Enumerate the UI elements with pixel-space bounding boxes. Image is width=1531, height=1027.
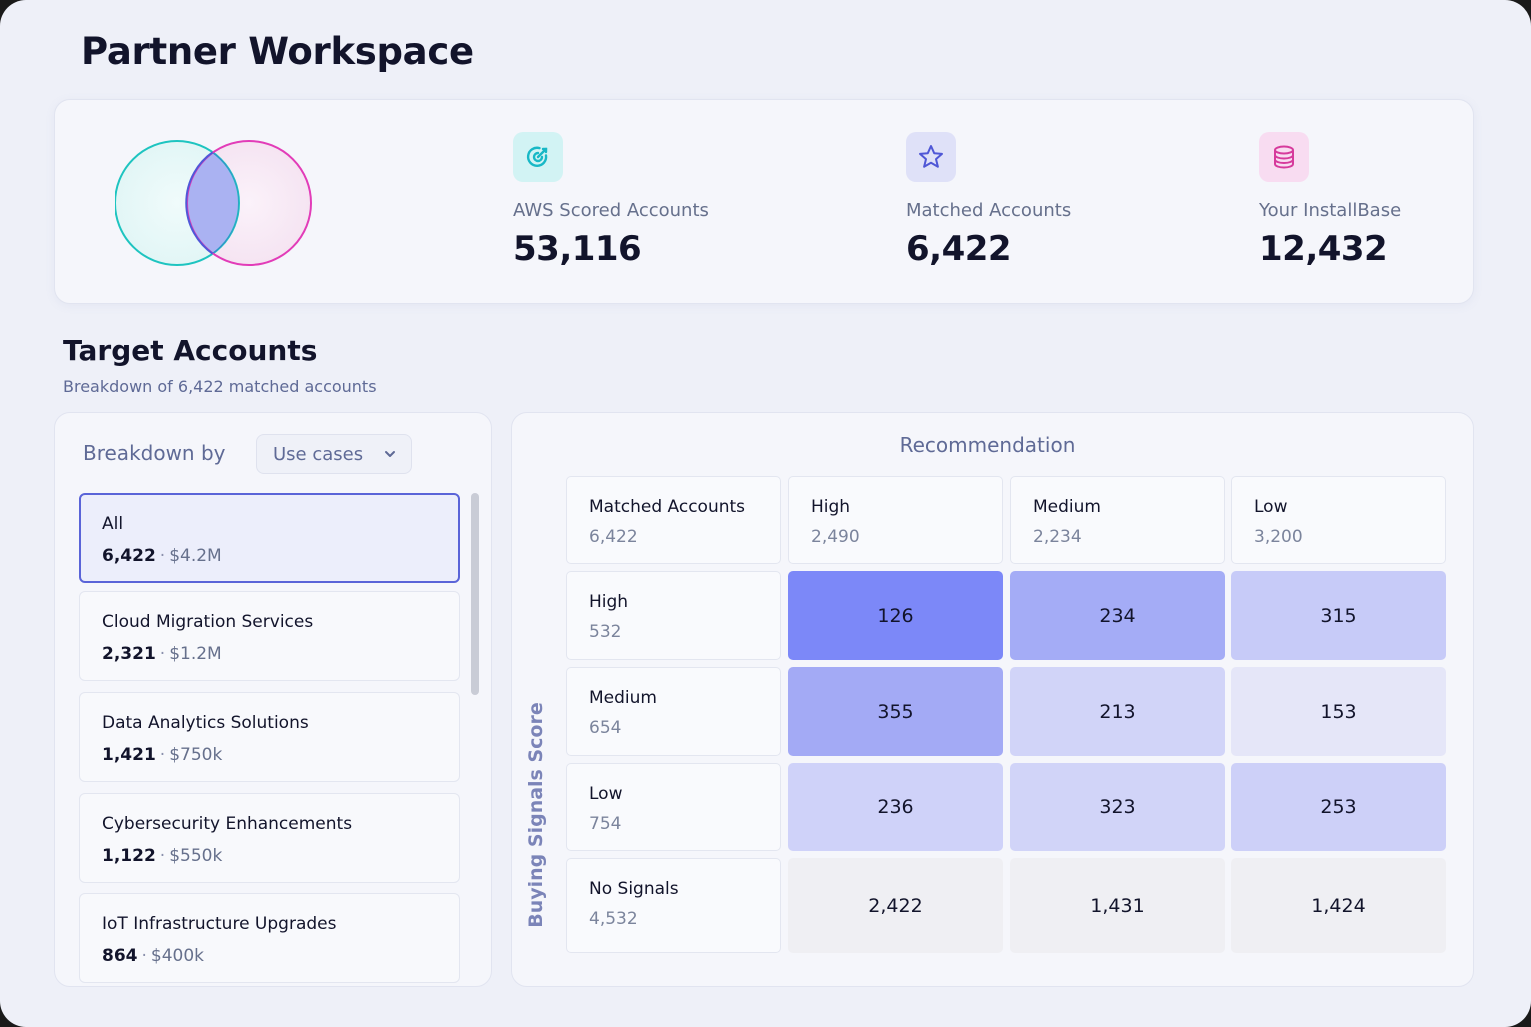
item-stats: 2,321 · $1.2M — [102, 644, 459, 664]
matrix-cell[interactable]: 355 — [788, 667, 1003, 756]
item-stats: 1,122 · $550k — [102, 846, 459, 866]
row-value: 4,532 — [589, 909, 638, 929]
column-header-low: Low 3,200 — [1231, 476, 1446, 564]
section-title: Target Accounts — [63, 334, 318, 367]
item-value: $1.2M — [169, 644, 222, 664]
recommendation-axis-label: Recommendation — [899, 433, 1076, 457]
column-value: 2,490 — [811, 527, 860, 547]
row-title: Medium — [589, 688, 657, 708]
corner-value: 6,422 — [589, 527, 638, 547]
column-header-medium: Medium 2,234 — [1010, 476, 1225, 564]
corner-title: Matched Accounts — [589, 497, 746, 517]
summary-card: AWS Scored Accounts 53,116 Matched Accou… — [54, 99, 1474, 304]
recommendation-matrix-panel: Recommendation Buying Signals Score Matc… — [511, 412, 1474, 987]
breakdown-label: Breakdown by — [83, 441, 226, 465]
item-count: 1,421 — [102, 745, 156, 765]
item-value: $4.2M — [169, 546, 222, 566]
list-item-iot-infrastructure[interactable]: IoT Infrastructure Upgrades 864 · $400k — [79, 893, 460, 983]
scrollbar-thumb[interactable] — [471, 493, 479, 695]
metric-aws-scored: AWS Scored Accounts 53,116 — [513, 132, 709, 269]
item-value: $750k — [169, 745, 223, 765]
item-stats: 6,422 · $4.2M — [102, 546, 458, 566]
item-name: All — [102, 514, 124, 534]
breakdown-dropdown[interactable]: Use cases — [256, 434, 412, 474]
column-value: 2,234 — [1033, 527, 1082, 547]
item-name: Data Analytics Solutions — [102, 713, 309, 733]
row-title: High — [589, 592, 629, 612]
item-value: $400k — [150, 946, 205, 966]
buying-signals-axis-label: Buying Signals Score — [525, 702, 547, 928]
item-count: 6,422 — [102, 546, 156, 566]
row-title: No Signals — [589, 879, 679, 899]
matrix-cell[interactable]: 126 — [788, 571, 1003, 660]
matrix-cell[interactable]: 213 — [1010, 667, 1225, 756]
row-value: 654 — [589, 718, 622, 738]
item-name: IoT Infrastructure Upgrades — [102, 914, 337, 934]
metric-label: Matched Accounts — [906, 200, 1072, 221]
item-value: $550k — [169, 846, 223, 866]
row-title: Low — [589, 784, 623, 804]
matrix-cell[interactable]: 234 — [1010, 571, 1225, 660]
column-title: High — [811, 497, 851, 517]
matrix-corner-cell: Matched Accounts 6,422 — [566, 476, 781, 564]
list-item-data-analytics[interactable]: Data Analytics Solutions 1,421 · $750k — [79, 692, 460, 782]
column-header-high: High 2,490 — [788, 476, 1003, 564]
row-header-low: Low 754 — [566, 763, 781, 851]
item-separator: · — [141, 946, 147, 966]
row-header-medium: Medium 654 — [566, 667, 781, 756]
matrix-cell[interactable]: 323 — [1010, 763, 1225, 851]
chevron-down-icon — [385, 451, 395, 457]
metric-label: AWS Scored Accounts — [513, 200, 709, 221]
list-item-cloud-migration[interactable]: Cloud Migration Services 2,321 · $1.2M — [79, 591, 460, 681]
list-scrollbar[interactable] — [469, 493, 479, 983]
column-title: Low — [1254, 497, 1288, 517]
item-name: Cloud Migration Services — [102, 612, 314, 632]
matrix-cell[interactable]: 253 — [1231, 763, 1446, 851]
matrix-cell[interactable]: 1,424 — [1231, 858, 1446, 953]
item-stats: 1,421 · $750k — [102, 745, 459, 765]
page-title: Partner Workspace — [81, 30, 474, 73]
target-icon — [513, 132, 563, 182]
metric-value: 12,432 — [1259, 229, 1388, 269]
row-value: 754 — [589, 814, 622, 834]
database-icon — [1259, 132, 1309, 182]
item-separator: · — [159, 745, 166, 765]
star-icon — [906, 132, 956, 182]
dropdown-value: Use cases — [273, 443, 364, 465]
metric-label: Your InstallBase — [1259, 200, 1402, 221]
use-case-list: All 6,422 · $4.2M Cloud Migration Services… — [79, 493, 461, 986]
row-value: 532 — [589, 622, 622, 642]
list-item-cybersecurity[interactable]: Cybersecurity Enhancements 1,122 · $550k — [79, 793, 460, 883]
metric-matched-accounts: Matched Accounts 6,422 — [906, 132, 1071, 269]
venn-diagram-icon — [115, 140, 312, 266]
metric-value: 53,116 — [513, 229, 642, 269]
row-header-high: High 532 — [566, 571, 781, 660]
matrix-cell[interactable]: 315 — [1231, 571, 1446, 660]
item-separator: · — [159, 644, 166, 664]
metric-value: 6,422 — [906, 229, 1012, 269]
matrix-cell[interactable]: 2,422 — [788, 858, 1003, 953]
matrix-cell[interactable]: 1,431 — [1010, 858, 1225, 953]
metric-install-base: Your InstallBase 12,432 — [1259, 132, 1401, 269]
matrix-cell[interactable]: 153 — [1231, 667, 1446, 756]
row-header-no-signals: No Signals 4,532 — [566, 858, 781, 953]
matrix-cell[interactable]: 236 — [788, 763, 1003, 851]
column-value: 3,200 — [1254, 527, 1303, 547]
breakdown-panel: Breakdown by Use cases All 6,422 · $4.2M C… — [54, 412, 492, 987]
column-title: Medium — [1033, 497, 1101, 517]
list-item-all[interactable]: All 6,422 · $4.2M — [79, 493, 460, 583]
item-name: Cybersecurity Enhancements — [102, 814, 353, 834]
item-separator: · — [159, 546, 166, 566]
item-count: 864 — [102, 946, 138, 966]
section-subtitle: Breakdown of 6,422 matched accounts — [63, 377, 377, 396]
item-stats: 864 · $400k — [102, 946, 459, 966]
item-separator: · — [159, 846, 166, 866]
item-count: 2,321 — [102, 644, 156, 664]
item-count: 1,122 — [102, 846, 156, 866]
